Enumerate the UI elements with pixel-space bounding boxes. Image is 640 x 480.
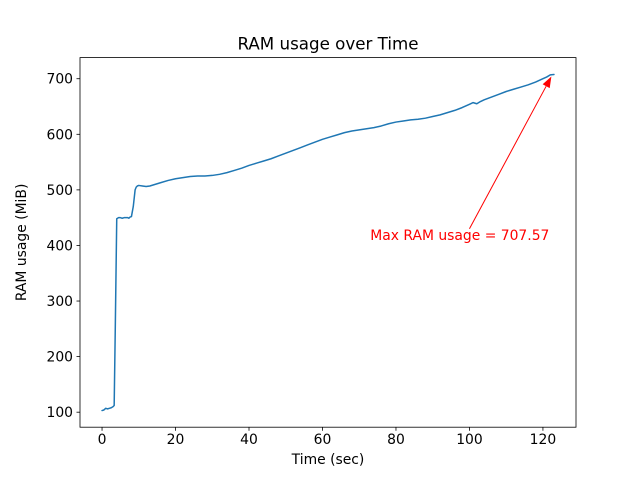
chart-title: RAM usage over Time <box>237 34 418 54</box>
max-ram-annotation: Max RAM usage = 707.57 <box>370 228 549 244</box>
x-tick-label: 40 <box>240 432 258 448</box>
y-tick-label: 500 <box>46 183 73 199</box>
y-axis-label: RAM usage (MiB) <box>14 184 30 302</box>
y-tick-label: 700 <box>46 72 73 88</box>
annotation-arrow-head <box>542 76 552 89</box>
axes-spines <box>79 57 577 428</box>
plot-area: 0 20 40 60 80 100 120 100 200 300 400 500 600 700 <box>46 57 577 448</box>
x-tick-label: 20 <box>167 432 185 448</box>
y-tick-label: 300 <box>46 294 73 310</box>
x-tick-label: 100 <box>456 432 483 448</box>
x-axis-label: Time (sec) <box>291 452 365 468</box>
annotation-arrow-line <box>469 85 547 230</box>
x-tick-label: 60 <box>314 432 332 448</box>
y-tick-label: 400 <box>46 238 73 254</box>
x-tick-label: 0 <box>98 432 107 448</box>
x-tick-label: 80 <box>387 432 405 448</box>
x-tick-label: 120 <box>530 432 557 448</box>
y-tick-label: 200 <box>46 350 73 366</box>
y-tick-label: 100 <box>46 405 73 421</box>
ram-usage-line <box>101 73 555 412</box>
y-tick-label: 600 <box>46 127 73 143</box>
